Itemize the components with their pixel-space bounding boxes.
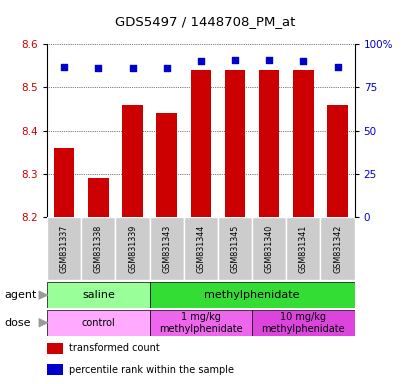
Point xyxy=(129,65,135,71)
Bar xyxy=(149,282,354,308)
Bar xyxy=(320,217,354,280)
Text: 1 mg/kg
methylphenidate: 1 mg/kg methylphenidate xyxy=(159,312,242,334)
Text: dose: dose xyxy=(4,318,31,328)
Bar xyxy=(285,217,320,280)
Bar xyxy=(156,113,177,217)
Bar xyxy=(252,217,285,280)
Text: GSM831343: GSM831343 xyxy=(162,225,171,273)
Point xyxy=(163,65,170,71)
Text: GSM831344: GSM831344 xyxy=(196,225,205,273)
Text: GSM831341: GSM831341 xyxy=(298,225,307,273)
Text: GSM831345: GSM831345 xyxy=(230,225,239,273)
Text: GSM831337: GSM831337 xyxy=(60,225,69,273)
Bar xyxy=(54,148,74,217)
Text: agent: agent xyxy=(4,290,36,300)
Bar xyxy=(47,343,63,354)
Text: transformed count: transformed count xyxy=(69,343,159,354)
Bar xyxy=(149,217,183,280)
Point xyxy=(299,58,306,65)
Bar xyxy=(47,282,149,308)
Bar xyxy=(122,104,142,217)
Text: GSM831339: GSM831339 xyxy=(128,225,137,273)
Bar xyxy=(258,70,279,217)
Text: 10 mg/kg
methylphenidate: 10 mg/kg methylphenidate xyxy=(261,312,344,334)
Bar xyxy=(47,364,63,375)
Text: percentile rank within the sample: percentile rank within the sample xyxy=(69,364,233,375)
Bar xyxy=(292,70,313,217)
Bar xyxy=(224,70,245,217)
Bar xyxy=(88,178,108,217)
Point xyxy=(231,56,238,63)
Point xyxy=(265,56,272,63)
Bar xyxy=(149,310,252,336)
Bar xyxy=(47,217,81,280)
Bar xyxy=(47,310,149,336)
Bar xyxy=(326,104,347,217)
Text: control: control xyxy=(81,318,115,328)
Bar xyxy=(252,310,354,336)
Text: GSM831342: GSM831342 xyxy=(332,225,341,273)
Point xyxy=(197,58,204,65)
Bar xyxy=(81,217,115,280)
Point xyxy=(95,65,101,71)
Text: GSM831340: GSM831340 xyxy=(264,225,273,273)
Bar xyxy=(183,217,218,280)
Bar xyxy=(115,217,149,280)
Point xyxy=(61,63,67,70)
Text: methylphenidate: methylphenidate xyxy=(204,290,299,300)
Point xyxy=(333,63,340,70)
Text: GDS5497 / 1448708_PM_at: GDS5497 / 1448708_PM_at xyxy=(115,15,294,28)
Text: GSM831338: GSM831338 xyxy=(94,225,103,273)
Bar xyxy=(218,217,252,280)
Text: saline: saline xyxy=(82,290,115,300)
Bar xyxy=(190,70,211,217)
